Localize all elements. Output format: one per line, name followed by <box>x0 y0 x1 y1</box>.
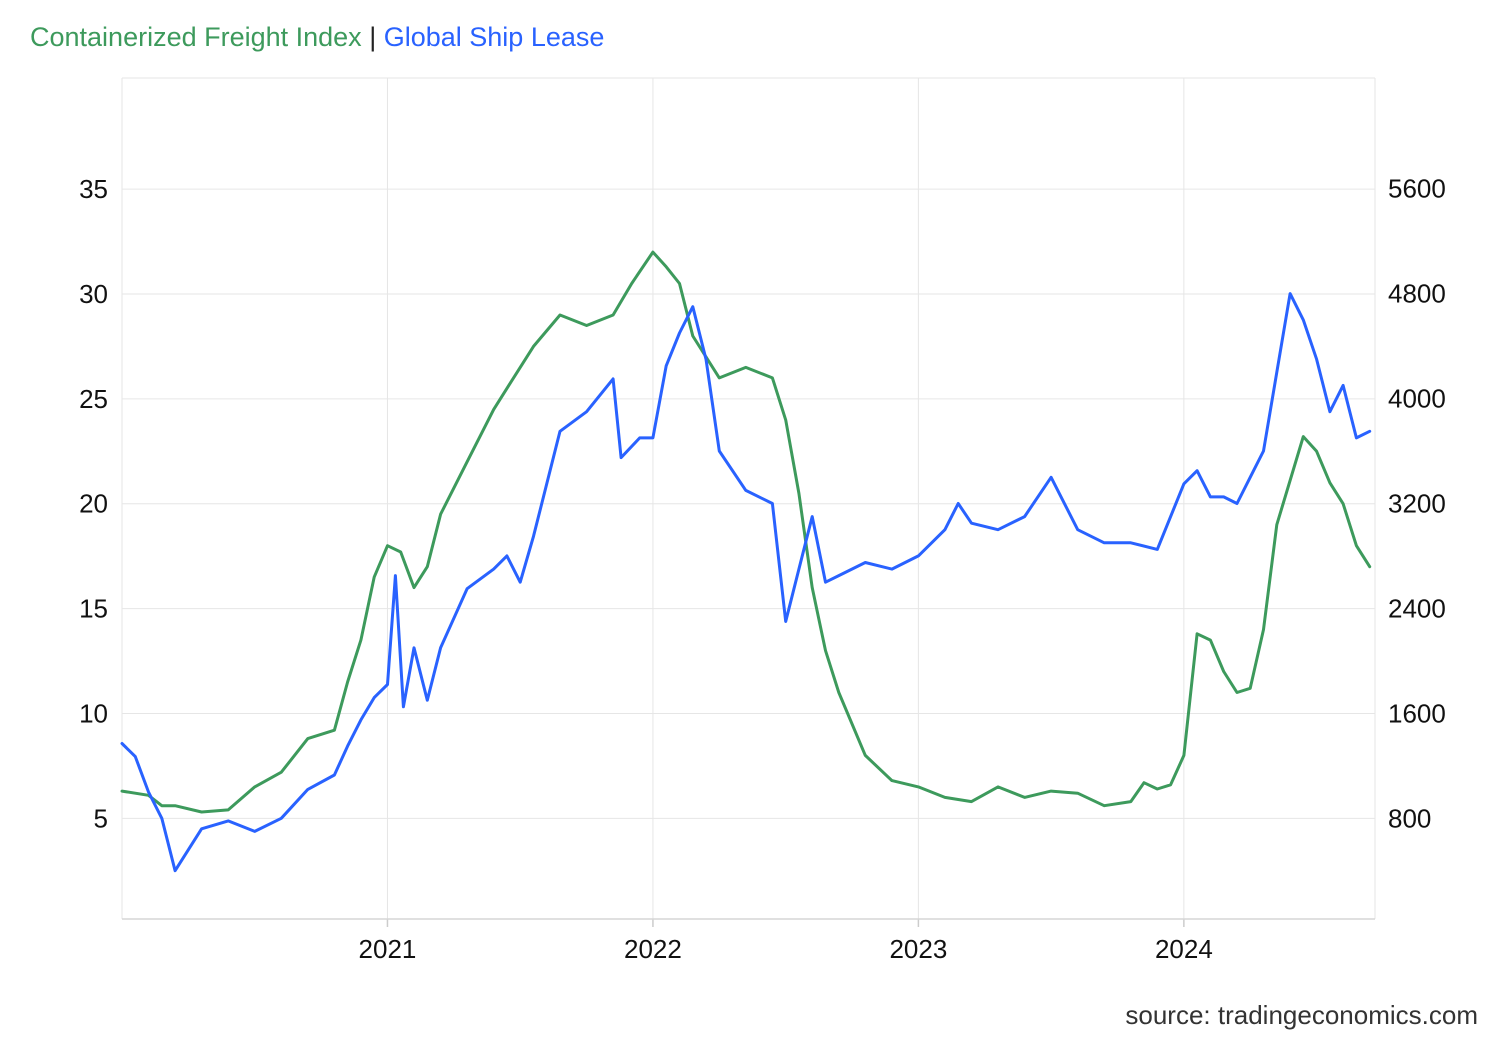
y-right-tick-label: 4000 <box>1388 384 1446 414</box>
y-left-tick-label: 20 <box>79 489 108 519</box>
y-right-tick-label: 4800 <box>1388 279 1446 309</box>
y-right-tick-label: 800 <box>1388 803 1431 833</box>
x-tick-label: 2023 <box>889 934 947 964</box>
y-left-tick-label: 25 <box>79 384 108 414</box>
chart-title: Containerized Freight Index | Global Shi… <box>30 22 604 53</box>
y-left-tick-label: 35 <box>79 174 108 204</box>
source-label: source: tradingeconomics.com <box>1125 1000 1478 1030</box>
title-separator: | <box>369 22 377 52</box>
x-tick-label: 2022 <box>624 934 682 964</box>
y-left-tick-label: 5 <box>94 803 108 833</box>
x-tick-label: 2021 <box>359 934 417 964</box>
title-series1: Containerized Freight Index <box>30 22 362 52</box>
y-right-tick-label: 5600 <box>1388 174 1446 204</box>
series-line-containerized-freight-index <box>120 250 1372 814</box>
x-tick-label: 2024 <box>1155 934 1213 964</box>
y-left-tick-label: 30 <box>79 279 108 309</box>
y-right-tick-label: 1600 <box>1388 698 1446 728</box>
y-right-tick-label: 2400 <box>1388 593 1446 623</box>
series-line-global-ship-lease <box>120 292 1372 873</box>
title-series2: Global Ship Lease <box>383 22 605 52</box>
y-left-tick-label: 15 <box>79 594 108 624</box>
y-left-tick-label: 10 <box>79 698 108 728</box>
y-right-tick-label: 3200 <box>1388 488 1446 518</box>
